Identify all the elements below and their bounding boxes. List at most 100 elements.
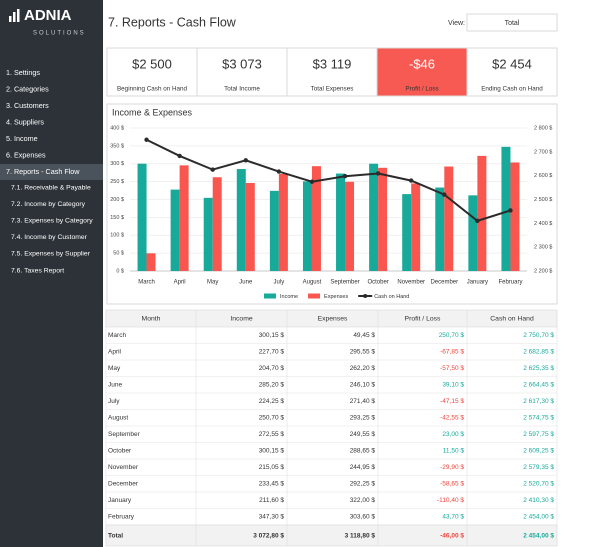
menu-item[interactable]: 3. Customers <box>6 101 49 110</box>
table-cell: 49,45 $ <box>353 332 375 339</box>
view-value[interactable]: Total <box>505 20 520 27</box>
sidebar <box>0 0 103 547</box>
menu-item[interactable]: 2. Categories <box>6 84 49 93</box>
bar <box>510 162 520 271</box>
menu-item[interactable]: 7. Reports - Cash Flow <box>6 167 80 176</box>
table-cell: 2 410,30 $ <box>523 497 554 504</box>
legend-key <box>264 293 276 299</box>
table-cell: 250,70 $ <box>259 414 285 421</box>
table-cell: 2 617,30 $ <box>523 398 554 405</box>
menu-item[interactable]: 1. Settings <box>6 68 40 77</box>
bar <box>236 169 246 271</box>
y2-tick-label: 2 800 $ <box>534 125 552 131</box>
bar <box>477 155 487 271</box>
line-point <box>409 178 414 183</box>
table-cell: 262,20 $ <box>350 365 376 372</box>
view-label: View: <box>448 20 465 27</box>
table-cell: 224,25 $ <box>259 398 285 405</box>
y-tick-label: 150 $ <box>110 215 124 221</box>
table-cell: 2 609,25 $ <box>523 447 554 454</box>
y2-tick-label: 2 500 $ <box>534 197 552 203</box>
view-select[interactable] <box>466 13 558 32</box>
table-cell: 2 682,85 $ <box>523 348 554 355</box>
table-cell: -67,85 $ <box>440 348 464 355</box>
y2-tick-label: 2 300 $ <box>534 245 552 251</box>
bar <box>269 190 279 271</box>
bar <box>302 181 312 271</box>
bar <box>501 146 511 271</box>
kpi-label: Beginning Cash on Hand <box>117 86 188 93</box>
bar <box>411 183 421 271</box>
table-total-bg <box>105 524 558 547</box>
legend-label: Expenses <box>324 294 348 300</box>
submenu-item[interactable]: 7.5. Expenses by Supplier <box>11 251 91 258</box>
bar <box>245 183 255 271</box>
table-cell: 246,10 $ <box>350 381 376 388</box>
table-month: October <box>108 447 132 454</box>
x-tick-label: February <box>498 280 522 286</box>
page-title: 7. Reports - Cash Flow <box>108 15 237 29</box>
kpi-label: Total Expenses <box>311 86 354 93</box>
table-cell: 249,55 $ <box>350 431 376 438</box>
x-tick-label: September <box>330 280 359 286</box>
table-cell: 2 625,35 $ <box>523 365 554 372</box>
table-month: April <box>108 348 122 355</box>
table-cell: 303,60 $ <box>350 513 376 520</box>
kpi-label: Total Income <box>224 86 260 93</box>
menu-item[interactable]: 5. Income <box>6 134 38 143</box>
table-cell: 39,10 $ <box>442 381 464 388</box>
table-month: August <box>108 414 128 421</box>
submenu-item[interactable]: 7.6. Taxes Report <box>11 267 64 274</box>
table-cell: 204,70 $ <box>259 365 285 372</box>
bar <box>345 181 355 271</box>
y2-tick-label: 2 700 $ <box>534 149 552 155</box>
line-point <box>342 174 348 179</box>
y-tick-label: 200 $ <box>110 197 124 203</box>
table-cell: 347,30 $ <box>259 513 285 520</box>
kpi-value: -$46 <box>409 56 435 71</box>
line-point <box>508 208 513 213</box>
x-tick-label: August <box>303 280 322 286</box>
bar <box>468 195 478 271</box>
table-month: September <box>108 431 141 438</box>
table-month: Total <box>108 533 123 540</box>
table-month: May <box>108 365 121 372</box>
table-month: December <box>108 480 139 487</box>
submenu-item[interactable]: 7.1. Receivable & Payable <box>11 184 91 191</box>
y-tick-label: 100 $ <box>110 233 124 239</box>
line-point <box>144 137 149 142</box>
table-cell: -110,40 $ <box>437 497 464 504</box>
x-tick-label: December <box>430 280 458 286</box>
line-point <box>177 153 182 159</box>
legend-key <box>308 293 321 299</box>
bar <box>203 197 213 271</box>
table-month: July <box>108 398 120 405</box>
kpi-value: $3 119 <box>313 56 352 71</box>
menu-active <box>0 164 103 180</box>
y-tick-label: 400 $ <box>110 125 124 131</box>
x-tick-label: January <box>467 280 488 286</box>
table-cell: 227,70 $ <box>259 348 285 355</box>
y-tick-label: 300 $ <box>110 161 124 167</box>
legend-label: Income <box>280 294 298 300</box>
submenu-item[interactable]: 7.4. Income by Customer <box>11 234 88 241</box>
menu-item[interactable]: 4. Suppliers <box>6 117 44 126</box>
menu-item[interactable]: 6. Expenses <box>6 150 46 159</box>
bar <box>137 163 147 271</box>
logo: ADNIA <box>24 7 72 24</box>
table-cell: -29,90 $ <box>440 464 464 471</box>
x-tick-label: November <box>397 280 425 286</box>
table-cell: 272,55 $ <box>259 431 285 438</box>
table-cell: 2 597,75 $ <box>523 431 554 438</box>
submenu-item[interactable]: 7.3. Expenses by Category <box>11 217 93 224</box>
table-cell: 2 574,75 $ <box>523 414 554 421</box>
table-month: November <box>108 464 139 471</box>
logo-icon <box>9 9 20 22</box>
kpi-card <box>286 47 378 97</box>
bar <box>212 177 222 271</box>
submenu-item[interactable]: 7.2. Income by Category <box>11 201 86 208</box>
bar <box>278 173 288 271</box>
y-tick-label: 350 $ <box>110 143 124 149</box>
x-tick-label: March <box>138 280 155 286</box>
bar <box>435 187 445 271</box>
